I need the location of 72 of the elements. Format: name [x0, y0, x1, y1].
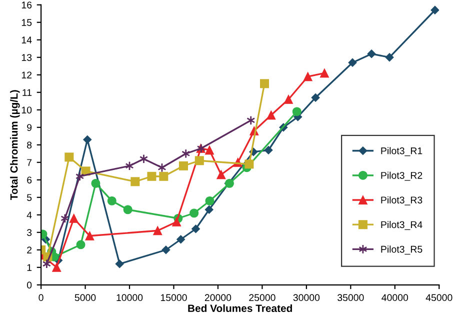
x-tick-label: 35000 — [338, 294, 364, 302]
point — [76, 240, 86, 250]
y-tick-label: 4 — [26, 212, 32, 218]
point — [311, 93, 320, 102]
y-tick-label: 13 — [22, 54, 32, 61]
x-tick-label: 45000 — [426, 294, 452, 302]
y-tick-label: 2 — [27, 246, 32, 254]
point — [69, 214, 78, 223]
point — [178, 161, 188, 170]
point — [292, 107, 302, 116]
y-tick-label: 15 — [22, 19, 32, 26]
point — [348, 58, 357, 67]
point — [194, 156, 204, 166]
y-tick-label: 0 — [26, 282, 32, 289]
legend-label: Pilot3_R1 — [381, 147, 422, 156]
y-tick-label: 16 — [22, 2, 32, 8]
y-tick-label: 12 — [22, 72, 32, 78]
point — [320, 68, 329, 78]
point — [216, 170, 226, 180]
point — [260, 79, 270, 88]
point — [264, 146, 273, 154]
y-tick-label: 8 — [27, 142, 32, 148]
y-tick-label: 11 — [22, 89, 32, 96]
point — [83, 135, 92, 144]
x-tick-label: 5000 — [74, 294, 96, 302]
point — [385, 53, 394, 62]
y-tick-label: 1 — [27, 264, 32, 271]
x-tick-label: 30000 — [293, 294, 320, 302]
point — [91, 178, 100, 188]
point — [367, 50, 376, 58]
point — [430, 6, 440, 14]
x-tick-label: 20000 — [204, 294, 232, 302]
y-axis-title: Total Chromium (µg/L) — [10, 90, 20, 200]
point — [123, 205, 132, 214]
point — [303, 72, 312, 82]
point — [64, 152, 74, 162]
point — [191, 224, 200, 234]
x-tick-label: 15000 — [160, 294, 187, 302]
x-tick-label: 0 — [38, 294, 44, 302]
x-tick-label: 40000 — [382, 294, 408, 302]
point — [190, 208, 199, 218]
x-tick-label: 25000 — [249, 294, 276, 302]
legend-label: Pilot3_R3 — [381, 196, 422, 206]
point — [162, 246, 170, 254]
point — [52, 262, 62, 272]
y-tick-label: 7 — [27, 159, 32, 166]
point — [159, 172, 168, 181]
point — [153, 226, 162, 236]
point — [176, 235, 186, 244]
point — [107, 196, 116, 206]
point — [130, 177, 140, 186]
x-tick-label: 10000 — [116, 294, 143, 302]
point — [115, 260, 124, 268]
y-tick-label: 10 — [22, 106, 32, 114]
point — [147, 172, 156, 181]
point — [205, 196, 214, 206]
point — [204, 146, 214, 155]
point — [85, 231, 94, 240]
point — [244, 160, 254, 169]
y-tick-label: 5 — [26, 194, 32, 201]
point — [284, 94, 293, 104]
y-tick-label: 6 — [27, 176, 32, 184]
legend-label: Pilot3_R5 — [381, 246, 422, 255]
point — [204, 205, 214, 214]
point — [172, 217, 182, 226]
x-axis-title: Bed Volumes Treated — [188, 304, 292, 312]
y-tick-label: 9 — [27, 124, 32, 131]
legend-label: Pilot3_R2 — [381, 172, 422, 181]
point — [266, 110, 276, 120]
y-tick-label: 14 — [22, 36, 32, 44]
legend-label: Pilot3_R4 — [381, 220, 422, 230]
y-tick-label: 3 — [26, 229, 32, 236]
